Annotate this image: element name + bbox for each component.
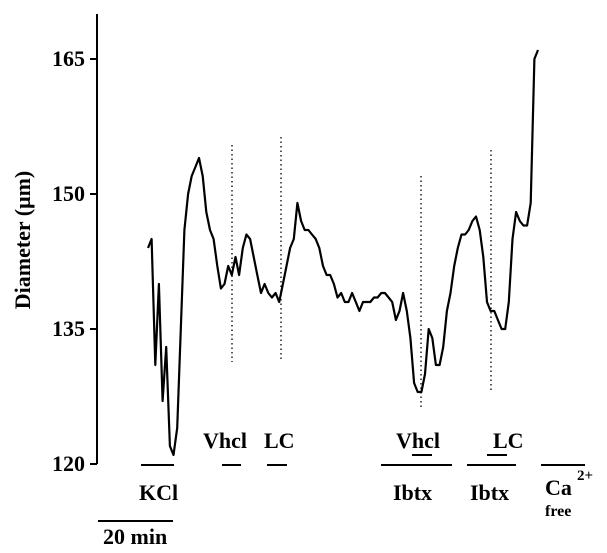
scale-label: 20 min <box>103 524 167 549</box>
y-tick-label: 150 <box>52 181 85 206</box>
annotation: LC <box>493 428 524 453</box>
annotation: Ibtx <box>470 480 509 505</box>
annotation: Vhcl <box>396 428 440 453</box>
annotation: Ca <box>545 475 572 500</box>
y-tick-label: 120 <box>52 451 85 476</box>
trace <box>146 49 540 457</box>
annotation: Vhcl <box>203 428 247 453</box>
y-tick-label: 135 <box>52 316 85 341</box>
annotation: 2+ <box>577 468 593 484</box>
y-axis-label: Diameter (μm) <box>10 171 35 310</box>
annotation: free <box>545 503 571 520</box>
annotation: Ibtx <box>393 480 432 505</box>
annotation: KCl <box>139 480 178 505</box>
y-tick-label: 165 <box>52 46 85 71</box>
annotation: LC <box>264 428 295 453</box>
